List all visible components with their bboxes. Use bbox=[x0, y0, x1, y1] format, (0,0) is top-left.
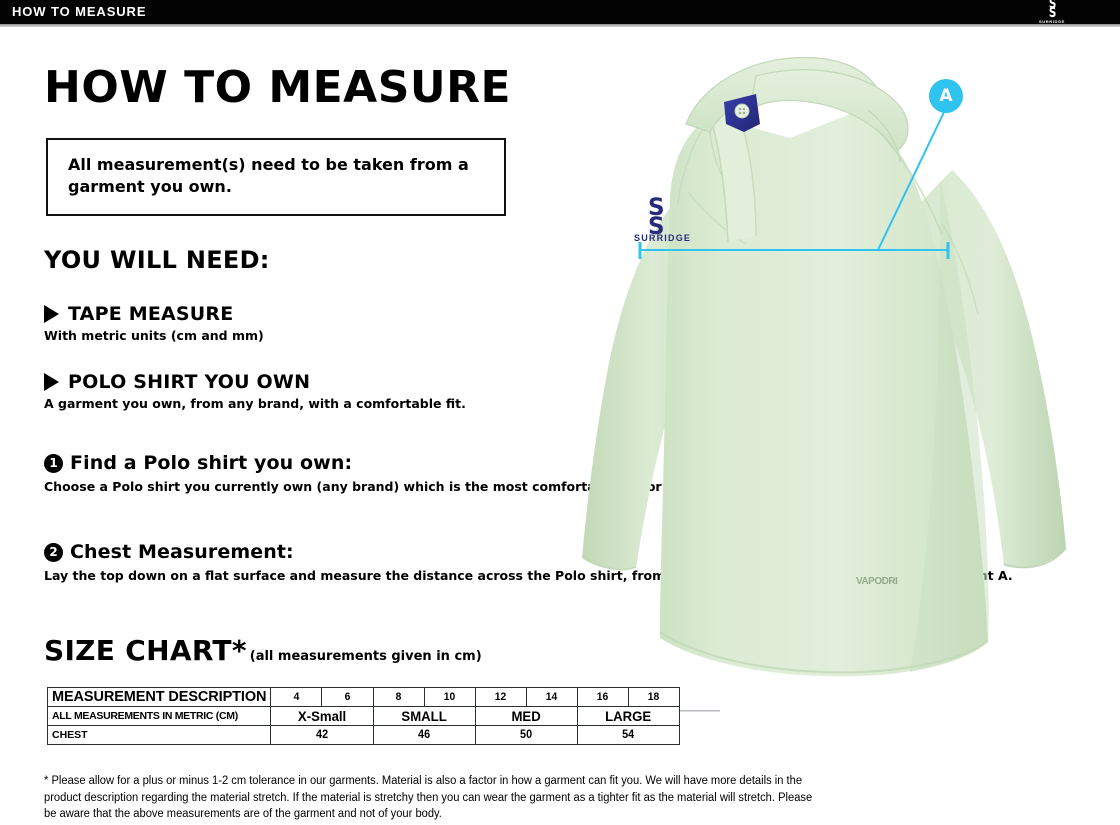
header-title: HOW TO MEASURE bbox=[12, 4, 147, 19]
table-label-metric: ALL MEASUREMENTS IN METRIC (CM) bbox=[46, 706, 272, 726]
notice-text: All measurement(s) need to be taken from… bbox=[68, 155, 469, 196]
table-trailing-rule-light bbox=[680, 711, 720, 712]
measurement-marker-a: A bbox=[930, 80, 962, 112]
need-item-polo-shirt: POLO SHIRT YOU OWN A garment you own, fr… bbox=[44, 371, 466, 411]
need-item-subtitle: With metric units (cm and mm) bbox=[44, 328, 264, 343]
step-title: Chest Measurement: bbox=[70, 541, 294, 563]
footnote-text: * Please allow for a plus or minus 1-2 c… bbox=[44, 775, 813, 820]
header-divider bbox=[0, 24, 1120, 27]
size-cell-1: 6 bbox=[322, 687, 372, 707]
table-row-sizes: MEASUREMENT DESCRIPTION 4 6 8 10 12 14 1… bbox=[46, 687, 680, 707]
left-cuff bbox=[581, 555, 637, 571]
need-item-title: TAPE MEASURE bbox=[68, 303, 234, 325]
chest-logo-s1: S bbox=[648, 192, 664, 221]
chest-cell-1: 46 bbox=[375, 725, 473, 745]
chest-cell-0: 42 bbox=[273, 725, 371, 745]
chest-cell-3: 54 bbox=[579, 725, 677, 745]
collar-point-right bbox=[867, 109, 901, 163]
group-cell-0: X-Small bbox=[273, 706, 371, 726]
collar-point-left bbox=[709, 131, 723, 177]
right-cuff bbox=[1003, 547, 1067, 569]
triangle-bullet-icon bbox=[44, 373, 59, 391]
left-armhole-seam bbox=[687, 191, 747, 245]
step-body: Choose a Polo shirt you currently own (a… bbox=[44, 479, 697, 494]
shirt-body bbox=[660, 110, 988, 677]
surridge-wordmark: SURRIDGE bbox=[1039, 19, 1065, 24]
page-title: HOW TO MEASURE bbox=[44, 62, 512, 113]
button-hole-4 bbox=[742, 111, 746, 115]
chest-cell-2: 50 bbox=[477, 725, 575, 745]
collar-button bbox=[734, 103, 750, 119]
marker-leader-line bbox=[877, 107, 947, 251]
size-cell-4: 12 bbox=[476, 687, 526, 707]
group-cell-2: MED bbox=[477, 706, 575, 726]
size-chart-table: MEASUREMENT DESCRIPTION 4 6 8 10 12 14 1… bbox=[46, 687, 680, 745]
polo-shirt-illustration: S S SURRIDGE VAPODRI bbox=[560, 28, 1120, 718]
group-cell-1: SMALL bbox=[375, 706, 473, 726]
table-label-chest: CHEST bbox=[46, 725, 272, 745]
hem-seam bbox=[659, 631, 989, 674]
step-number-badge: 2 bbox=[44, 542, 63, 562]
need-item-subtitle: A garment you own, from any brand, with … bbox=[44, 396, 466, 411]
chest-measure-annotation bbox=[638, 107, 950, 259]
chest-surridge-logo: S S SURRIDGE bbox=[634, 192, 691, 243]
table-trailing-rule bbox=[680, 710, 720, 711]
size-chart-heading-note: (all measurements given in cm) bbox=[249, 649, 482, 664]
table-row-groups: ALL MEASUREMENTS IN METRIC (CM) X-Small … bbox=[46, 706, 680, 726]
size-cell-0: 4 bbox=[271, 687, 321, 707]
vapodri-text: VAPODRI bbox=[856, 576, 898, 587]
chest-logo-s2: S bbox=[648, 211, 664, 240]
need-item-title: POLO SHIRT YOU OWN bbox=[68, 371, 311, 393]
button-hole-1 bbox=[738, 107, 742, 111]
need-item-tape-measure: TAPE MEASURE With metric units (cm and m… bbox=[44, 303, 264, 343]
step-number-badge: 1 bbox=[44, 453, 63, 473]
table-header-description: MEASUREMENT DESCRIPTION bbox=[46, 687, 272, 707]
body-shading bbox=[910, 178, 989, 672]
chest-logo-wordmark: SURRIDGE bbox=[634, 233, 691, 243]
size-cell-2: 8 bbox=[374, 687, 424, 707]
step-1-find-polo: 1 Find a Polo shirt you own: Choose a Po… bbox=[44, 452, 696, 495]
step-title: Find a Polo shirt you own: bbox=[70, 452, 353, 474]
size-cell-3: 10 bbox=[425, 687, 475, 707]
placket bbox=[710, 112, 756, 242]
size-chart-heading: SIZE CHART* (all measurements given in c… bbox=[44, 634, 482, 667]
size-chart-heading-main: SIZE CHART* bbox=[44, 634, 247, 667]
table-row-chest: CHEST 42 46 50 54 bbox=[46, 725, 680, 745]
button-hole-2 bbox=[742, 107, 746, 111]
collar-right-half bbox=[749, 69, 909, 153]
triangle-bullet-icon bbox=[44, 305, 59, 323]
you-will-need-heading: YOU WILL NEED: bbox=[44, 246, 270, 274]
right-armhole-seam bbox=[941, 223, 979, 315]
button-hole-3 bbox=[738, 111, 742, 115]
notice-box: All measurement(s) need to be taken from… bbox=[46, 138, 506, 216]
